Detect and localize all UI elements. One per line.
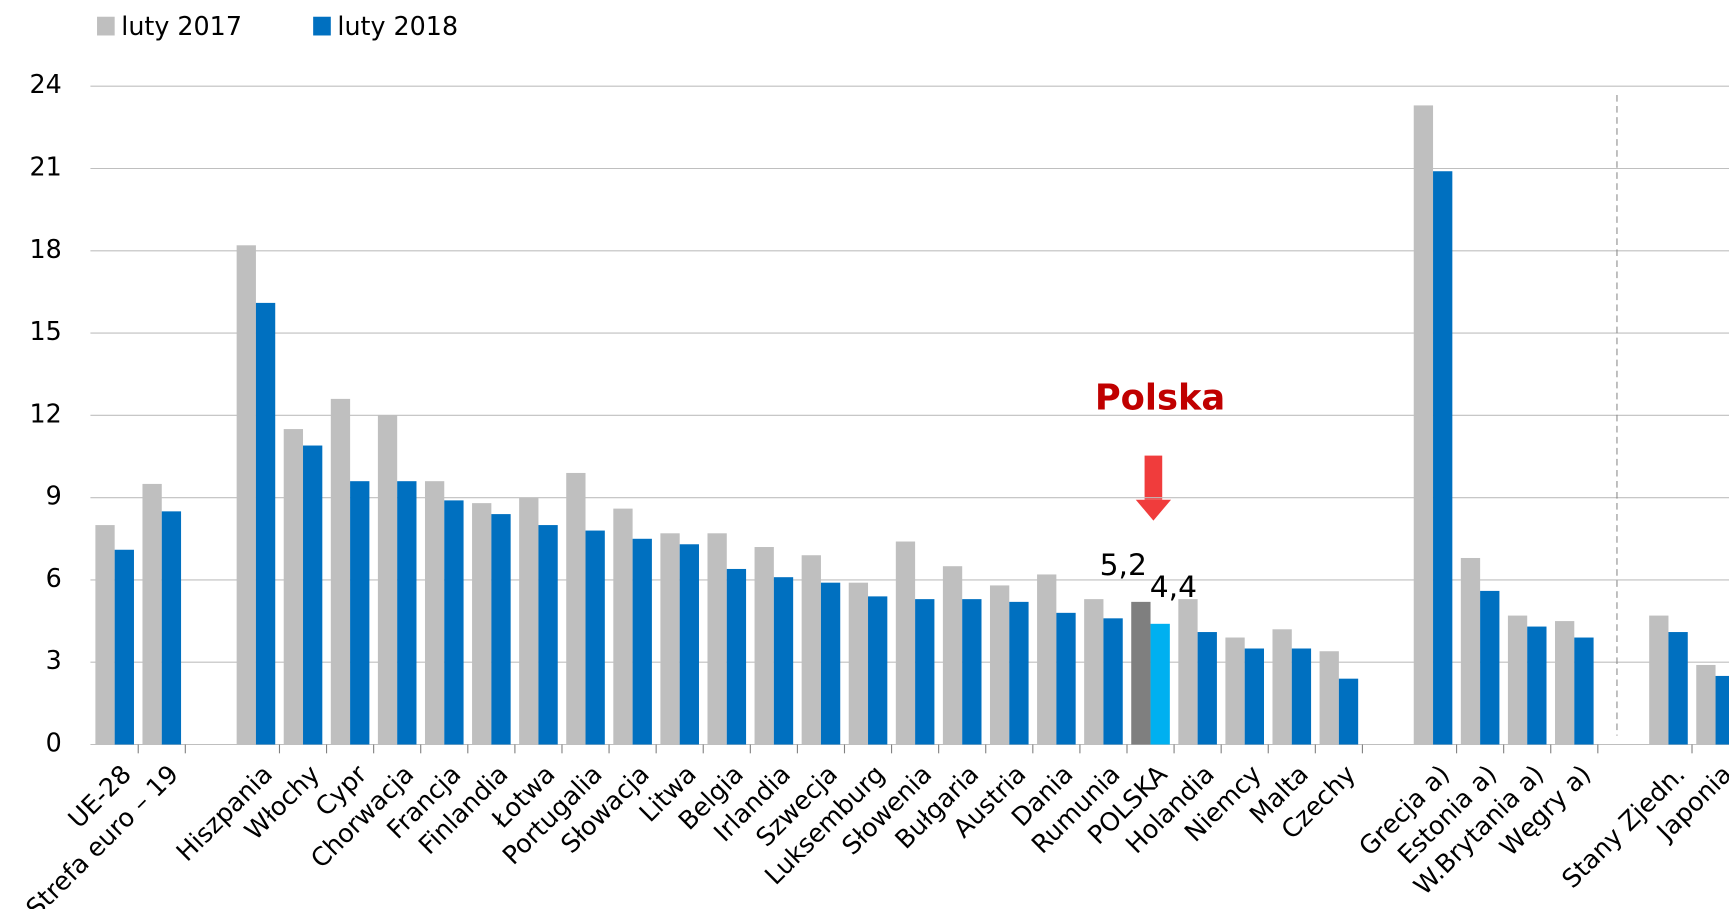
bar <box>632 538 652 745</box>
bar <box>613 508 633 745</box>
bar <box>491 514 511 745</box>
bar <box>754 547 774 745</box>
bar <box>1150 623 1170 745</box>
bar <box>1460 557 1481 745</box>
bar <box>585 530 605 745</box>
bar <box>962 599 982 745</box>
bar <box>1291 648 1312 745</box>
bar <box>868 596 888 745</box>
bar <box>726 568 747 745</box>
legend-swatch <box>313 16 331 36</box>
y-tick-label: 3 <box>46 645 62 675</box>
bar <box>895 541 916 745</box>
bar <box>566 472 586 745</box>
y-tick-label: 15 <box>29 316 61 346</box>
bar <box>1197 632 1217 745</box>
bar <box>95 525 115 745</box>
bar <box>255 302 276 745</box>
bar <box>519 497 539 745</box>
bar <box>1574 637 1594 745</box>
y-tick-label: 12 <box>29 398 61 428</box>
y-tick-label: 9 <box>46 481 62 511</box>
bar <box>1554 621 1575 745</box>
value-label: 5,2 <box>1100 548 1147 583</box>
bar <box>1037 574 1057 745</box>
y-tick-label: 24 <box>29 69 61 99</box>
annotation: Polska <box>1095 377 1225 418</box>
bar <box>538 525 558 745</box>
bar <box>1668 632 1688 745</box>
bar <box>1433 171 1453 745</box>
legend-swatch <box>97 16 115 36</box>
bar <box>1131 601 1151 745</box>
bar <box>848 582 869 745</box>
bar <box>989 585 1010 745</box>
legend-label: luty 2017 <box>121 11 242 41</box>
bar <box>161 511 182 745</box>
bar <box>350 481 370 745</box>
bar <box>1225 637 1245 745</box>
bar <box>773 577 794 745</box>
bar <box>820 582 841 745</box>
bar <box>1244 648 1265 745</box>
bar <box>679 544 699 745</box>
bar <box>942 566 963 745</box>
bar <box>472 503 492 745</box>
y-tick-label: 21 <box>29 151 61 181</box>
bar <box>377 415 398 745</box>
legend-label: luty 2018 <box>337 11 458 41</box>
bar <box>1413 105 1434 745</box>
arrow <box>1135 455 1172 521</box>
bar <box>1056 612 1076 745</box>
bar <box>444 500 464 745</box>
bar <box>1527 626 1547 745</box>
bar <box>1338 678 1359 745</box>
y-tick-label: 18 <box>29 234 61 264</box>
bar <box>1178 599 1198 745</box>
bar <box>1507 615 1528 745</box>
bar <box>915 599 935 745</box>
bar <box>1319 651 1339 745</box>
bar <box>660 533 680 745</box>
bar <box>236 245 256 745</box>
bar <box>397 481 417 745</box>
bar <box>142 483 162 745</box>
bar <box>1715 675 1729 745</box>
bar <box>1084 599 1104 745</box>
bar <box>801 555 821 745</box>
bar <box>424 481 445 745</box>
y-tick-label: 6 <box>46 563 62 593</box>
bar <box>114 549 134 745</box>
bar <box>707 533 727 745</box>
bar <box>1103 618 1123 745</box>
bar <box>1696 664 1716 745</box>
bar <box>1480 590 1500 745</box>
bar <box>303 445 323 745</box>
bar <box>1272 629 1292 745</box>
bar <box>1009 601 1029 745</box>
bar <box>1649 615 1669 745</box>
bar <box>330 398 351 745</box>
bar <box>283 429 304 745</box>
y-tick-label: 0 <box>46 728 62 758</box>
